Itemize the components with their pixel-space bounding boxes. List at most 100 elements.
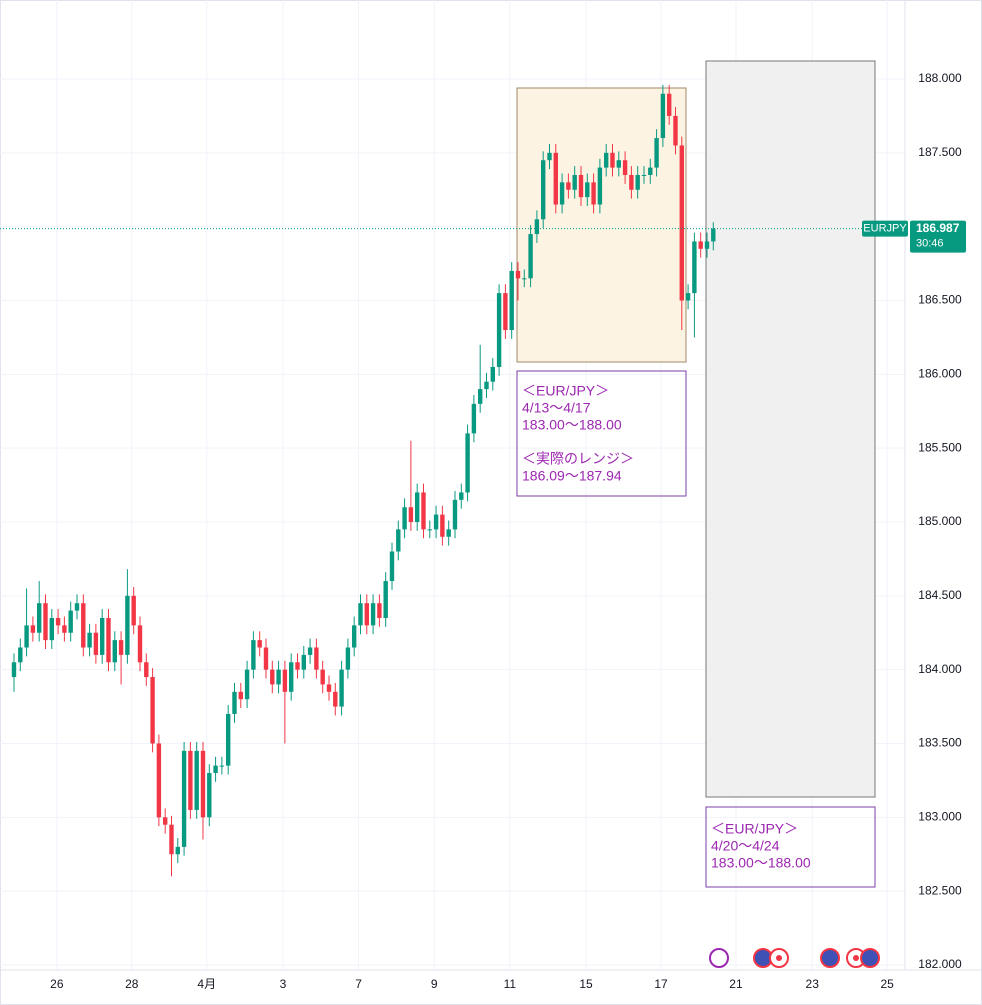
candle-body	[698, 241, 703, 249]
candle-body	[68, 610, 73, 633]
candle-body	[654, 138, 659, 168]
x-tick-label: 25	[880, 977, 894, 991]
candle-body	[345, 647, 351, 670]
candle-body	[471, 403, 477, 434]
candle-body	[666, 93, 672, 116]
candle-body	[616, 160, 621, 168]
candle-body	[566, 182, 571, 190]
annotation-box	[516, 370, 687, 497]
candle-body	[515, 270, 521, 279]
candle-body	[496, 293, 502, 367]
candle-body	[24, 625, 29, 648]
candle-body	[11, 662, 17, 678]
candle-body	[490, 366, 495, 382]
event-icons[interactable]	[709, 948, 880, 968]
x-tick-label: 7	[355, 977, 362, 991]
candle-body	[99, 617, 105, 655]
candle-body	[603, 152, 609, 168]
candle-body	[591, 182, 596, 205]
candle-body	[326, 684, 332, 692]
icon	[853, 955, 859, 961]
candle-body	[440, 514, 445, 537]
candle-body	[534, 219, 540, 235]
candle-body	[175, 846, 180, 855]
x-tick-label: 11	[504, 977, 517, 991]
x-tick-label: 3	[280, 977, 287, 991]
candle-body	[351, 625, 357, 648]
candle-body	[169, 824, 174, 855]
candle-body	[433, 514, 439, 530]
icon	[776, 955, 782, 961]
candle-body	[370, 603, 376, 626]
candle-body	[578, 174, 584, 198]
candle-body	[30, 625, 36, 633]
candle-body	[528, 234, 533, 279]
candle-body	[553, 152, 558, 205]
price-label: 186.987	[916, 221, 960, 235]
candle-body	[137, 625, 143, 663]
candle-body	[396, 529, 401, 552]
candle-body	[629, 174, 634, 190]
candle-body	[81, 603, 86, 648]
candle-body	[125, 595, 130, 655]
candle-body	[685, 293, 691, 301]
candle-body	[219, 765, 225, 767]
candle-body	[106, 617, 111, 663]
icon[interactable]	[820, 948, 840, 968]
candle-body	[225, 713, 231, 766]
candle-body	[43, 603, 48, 641]
candle-body	[263, 647, 269, 670]
annotation-line: 4/13～4/17	[522, 400, 591, 416]
candle-body	[692, 241, 697, 294]
candle-body	[87, 632, 92, 648]
candle-body	[648, 167, 653, 175]
candle-body	[641, 174, 647, 176]
candle-body	[213, 765, 218, 774]
candles	[0, 84, 905, 877]
candle-body	[452, 499, 458, 530]
candle-body	[194, 750, 199, 810]
candle-body	[112, 640, 117, 663]
candle-body	[276, 669, 281, 685]
icon[interactable]	[709, 948, 729, 968]
candle-body	[282, 669, 288, 692]
candle-body	[408, 507, 414, 522]
candle-body	[55, 617, 61, 626]
candle-body	[36, 603, 42, 633]
y-tick-label: 182.000	[918, 957, 962, 971]
candle-body	[585, 182, 590, 198]
candle-body	[270, 669, 275, 685]
candle-body	[200, 750, 206, 818]
candle-body	[711, 228, 716, 242]
candle-body	[377, 603, 382, 618]
candle-body	[232, 691, 237, 714]
candle-body	[597, 167, 603, 205]
candle-body	[421, 492, 426, 530]
forecast-box	[705, 60, 876, 798]
annotation-line: ＜EUR/JPY＞	[711, 821, 798, 837]
candle-body	[314, 647, 319, 670]
candle-body	[414, 492, 420, 522]
candle-body	[509, 270, 514, 331]
countdown: 30:46	[916, 237, 944, 249]
candle-body	[333, 691, 338, 707]
candle-body	[62, 625, 67, 633]
candle-body	[402, 507, 407, 530]
candle-body	[339, 669, 344, 707]
candle-body	[484, 381, 489, 390]
candle-body	[459, 492, 464, 500]
candle-body	[679, 145, 684, 301]
y-tick-label: 188.000	[918, 71, 962, 85]
candle-body	[320, 669, 325, 685]
y-tick-label: 184.000	[918, 662, 962, 676]
icon[interactable]	[860, 948, 880, 968]
candle-body	[295, 662, 300, 670]
symbol-tag	[862, 220, 908, 237]
candle-body	[144, 662, 149, 678]
annotation-box	[705, 806, 876, 888]
symbol-label: EURJPY	[863, 222, 907, 234]
x-tick-label: 9	[431, 977, 438, 991]
candle-body	[477, 389, 483, 404]
candle-body	[610, 152, 615, 168]
